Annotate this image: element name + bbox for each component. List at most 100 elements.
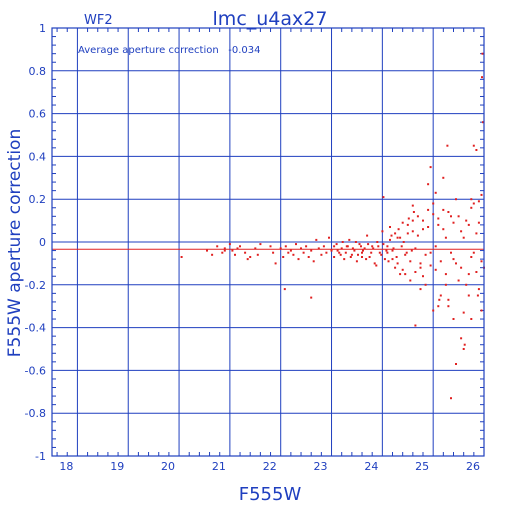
- data-point: [447, 211, 450, 213]
- data-point: [429, 251, 432, 254]
- y-axis-label: F555W aperture correction: [5, 129, 25, 357]
- data-point: [470, 206, 473, 209]
- data-point: [396, 262, 399, 265]
- data-point: [460, 337, 463, 340]
- data-point: [455, 198, 457, 201]
- data-point: [371, 245, 374, 248]
- data-point: [236, 247, 239, 250]
- data-point: [422, 275, 424, 278]
- data-point: [315, 238, 318, 241]
- data-point: [419, 262, 422, 265]
- data-point: [470, 256, 473, 258]
- data-point: [416, 234, 419, 237]
- data-point: [361, 256, 363, 258]
- data-point: [221, 251, 224, 254]
- x-tick-label: 19: [110, 460, 124, 473]
- data-point: [378, 251, 381, 254]
- data-point: [363, 247, 366, 250]
- data-point: [338, 251, 341, 254]
- data-point: [320, 253, 323, 256]
- data-point: [404, 273, 407, 276]
- data-point: [399, 273, 402, 276]
- data-point: [357, 253, 359, 256]
- data-point: [446, 144, 449, 147]
- data-point: [437, 223, 440, 226]
- data-point: [442, 176, 445, 179]
- data-point: [400, 245, 403, 248]
- data-point: [223, 247, 226, 250]
- data-point: [462, 348, 465, 350]
- data-point: [457, 279, 460, 282]
- data-point: [289, 249, 292, 252]
- data-point: [416, 215, 419, 218]
- data-point: [386, 245, 389, 248]
- data-point: [333, 256, 336, 258]
- data-point: [452, 318, 455, 320]
- data-point: [432, 213, 435, 216]
- data-point: [350, 253, 353, 256]
- data-point: [351, 247, 354, 250]
- x-tick-label: 25: [415, 460, 429, 473]
- data-point: [465, 283, 468, 286]
- data-point: [234, 253, 236, 256]
- x-tick-label: 22: [263, 460, 277, 473]
- data-point: [272, 251, 275, 254]
- data-point: [376, 241, 379, 243]
- chart-title: lmc_u4ax27: [213, 8, 328, 30]
- x-tick-label: 20: [161, 460, 175, 473]
- data-point: [283, 288, 286, 291]
- data-point: [401, 221, 404, 224]
- data-point: [477, 200, 480, 203]
- data-point: [312, 260, 315, 263]
- data-point: [206, 249, 208, 252]
- data-point: [462, 236, 465, 239]
- data-point: [367, 243, 370, 246]
- data-point: [434, 191, 437, 194]
- data-point: [292, 253, 295, 256]
- data-point: [394, 266, 397, 269]
- data-point: [450, 215, 452, 218]
- data-point: [353, 249, 356, 252]
- data-point: [442, 208, 445, 211]
- data-point: [402, 241, 405, 243]
- data-point: [310, 296, 313, 299]
- plot-frame: [51, 27, 485, 457]
- data-point: [482, 121, 484, 124]
- data-point: [386, 251, 389, 254]
- y-tick-label: -0.8: [25, 407, 46, 420]
- data-point: [244, 251, 247, 254]
- data-point: [460, 230, 463, 233]
- x-tick-label: 24: [364, 460, 378, 473]
- data-point: [477, 288, 480, 291]
- data-point: [344, 251, 347, 254]
- data-point: [335, 243, 338, 246]
- data-point: [282, 256, 285, 258]
- data-point: [409, 260, 412, 263]
- y-tick-label: 0.8: [29, 65, 47, 78]
- data-point: [385, 249, 388, 252]
- data-point: [460, 266, 463, 269]
- data-point: [383, 258, 386, 261]
- data-point: [365, 258, 368, 261]
- data-point: [380, 253, 383, 256]
- data-point: [256, 253, 259, 256]
- y-tick-label: 0.6: [29, 108, 47, 121]
- data-point: [414, 271, 417, 273]
- data-point: [410, 249, 413, 252]
- data-point: [341, 241, 344, 243]
- y-tick-label: 0.2: [29, 193, 47, 206]
- data-points: [180, 52, 485, 400]
- data-point: [480, 193, 483, 196]
- data-point: [228, 243, 231, 246]
- x-tick-label: 18: [59, 460, 73, 473]
- data-point: [343, 258, 346, 261]
- data-point: [390, 234, 393, 237]
- data-point: [481, 76, 483, 79]
- data-point: [330, 249, 333, 252]
- y-tick-label: 0: [39, 236, 46, 249]
- data-point: [427, 208, 430, 211]
- data-point: [389, 226, 391, 228]
- data-point: [438, 298, 441, 301]
- data-point: [452, 258, 455, 261]
